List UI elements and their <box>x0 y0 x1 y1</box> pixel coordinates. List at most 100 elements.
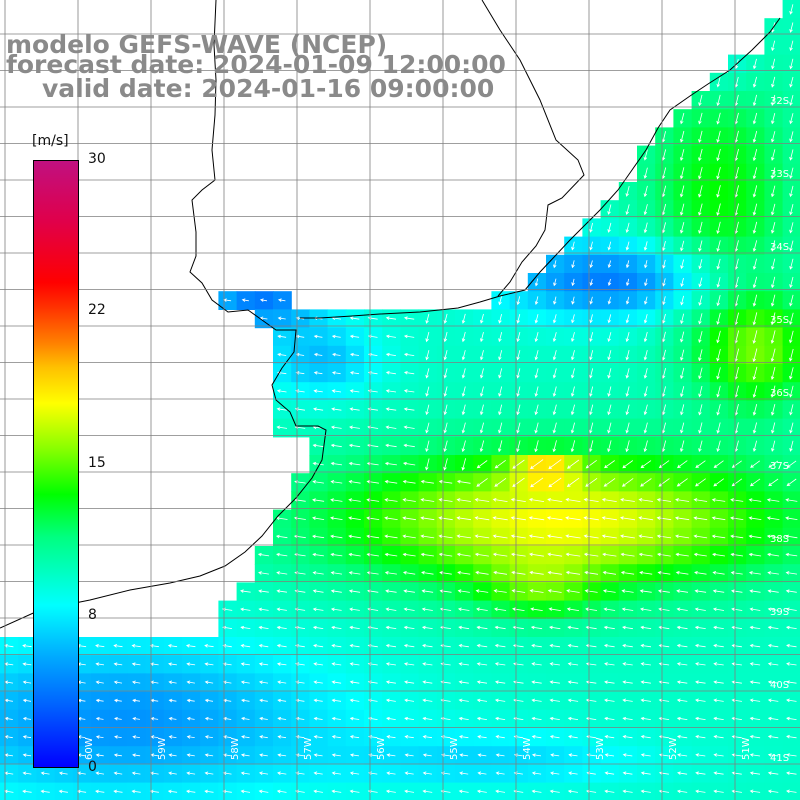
wind-cell <box>218 782 238 800</box>
wind-arrow <box>622 735 633 739</box>
wind-arrow <box>712 607 725 612</box>
wind-arrow <box>58 789 68 794</box>
wind-arrow <box>789 94 794 106</box>
wind-arrow <box>403 389 415 393</box>
wind-arrow <box>443 313 448 324</box>
wind-arrow <box>567 680 579 684</box>
wind-arrow <box>661 349 666 361</box>
coastline-uruguay <box>300 17 781 319</box>
wind-arrow <box>695 789 706 794</box>
wind-arrow <box>767 607 779 612</box>
wind-arrow <box>480 350 484 361</box>
wind-arrow <box>498 350 503 361</box>
wind-arrow <box>547 534 563 539</box>
wind-arrow <box>494 607 507 612</box>
wind-arrow <box>786 716 797 721</box>
wind-arrow <box>643 440 648 453</box>
wind-arrow <box>752 185 758 198</box>
wind-arrow <box>752 203 758 216</box>
wind-arrow <box>277 298 286 302</box>
wind-arrow <box>680 313 685 325</box>
latitude-label: 34S <box>770 242 789 253</box>
wind-arrow <box>676 589 689 593</box>
wind-arrow <box>186 771 196 776</box>
wind-arrow <box>589 422 594 434</box>
wind-arrow <box>330 498 343 502</box>
wind-arrow <box>385 625 397 630</box>
wind-arrow <box>602 589 616 593</box>
wind-arrow <box>385 680 396 684</box>
wind-arrow <box>132 753 141 757</box>
wind-arrow <box>789 149 794 161</box>
wind-arrow <box>312 571 324 575</box>
wind-arrow <box>510 516 526 521</box>
wind-arrow <box>550 771 560 776</box>
wind-arrow <box>770 312 776 326</box>
wind-arrow <box>661 203 667 216</box>
wind-arrow <box>443 368 448 379</box>
wind-arrow <box>607 278 612 287</box>
wind-arrow <box>131 662 141 666</box>
wind-cell <box>145 782 165 800</box>
wind-arrow <box>731 643 742 648</box>
wind-arrow <box>607 296 612 305</box>
wind-arrow <box>625 222 630 234</box>
wind-arrow <box>640 716 651 721</box>
wind-arrow <box>330 461 343 466</box>
wind-cell <box>582 455 602 474</box>
wind-arrow <box>638 534 654 539</box>
wind-arrow <box>716 404 721 416</box>
wind-cell <box>364 782 383 800</box>
longitude-label: 58W <box>230 737 241 760</box>
wind-arrow <box>384 534 398 539</box>
wind-arrow <box>498 404 503 416</box>
wind-arrow <box>349 735 360 739</box>
wind-arrow <box>534 368 539 379</box>
wind-arrow <box>186 698 195 703</box>
wind-arrow <box>789 367 794 380</box>
wind-arrow <box>568 753 578 757</box>
wind-arrow <box>785 589 797 593</box>
wind-arrow <box>313 407 324 411</box>
wind-arrow <box>789 40 794 52</box>
wind-arrow <box>567 662 579 666</box>
wind-arrow <box>241 298 249 302</box>
wind-arrow <box>680 277 684 288</box>
wind-arrow <box>457 589 470 593</box>
wind-arrow <box>789 131 794 143</box>
wind-arrow <box>731 662 742 666</box>
wind-cell <box>637 473 656 492</box>
wind-cell <box>182 782 201 800</box>
wind-arrow <box>771 149 776 161</box>
wind-arrow <box>658 460 670 469</box>
wind-arrow <box>552 386 557 397</box>
wind-arrow <box>422 643 433 648</box>
wind-arrow <box>385 316 397 320</box>
wind-arrow <box>456 516 472 521</box>
wind-arrow <box>716 422 721 434</box>
wind-arrow <box>204 644 214 648</box>
wind-arrow <box>552 440 557 453</box>
wind-arrow <box>404 753 414 757</box>
wind-arrow <box>422 680 433 684</box>
wind-arrow <box>552 422 557 434</box>
wind-arrow <box>604 771 615 775</box>
wind-arrow <box>58 771 68 776</box>
wind-arrow <box>168 735 177 739</box>
wind-arrow <box>549 735 560 739</box>
wind-arrow <box>547 498 563 502</box>
wind-arrow <box>789 58 794 70</box>
wind-arrow <box>713 478 725 487</box>
wind-arrow <box>480 368 484 379</box>
wind-arrow <box>498 314 502 324</box>
wind-arrow <box>568 735 578 739</box>
wind-arrow <box>403 589 415 593</box>
wind-arrow <box>607 440 612 453</box>
wind-arrow <box>547 552 563 557</box>
wind-arrow <box>789 312 794 326</box>
wind-arrow <box>422 789 433 794</box>
wind-arrow <box>425 404 430 416</box>
wind-arrow <box>186 753 195 757</box>
wind-arrow <box>403 644 415 648</box>
wind-arrow <box>607 386 612 397</box>
